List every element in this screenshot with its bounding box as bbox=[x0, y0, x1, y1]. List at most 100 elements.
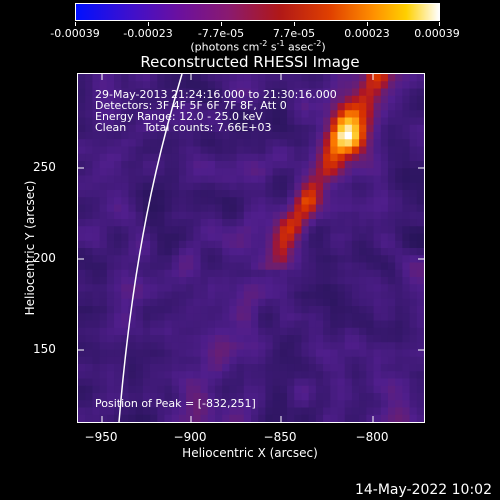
heatmap-pixel bbox=[337, 342, 346, 351]
heatmap-pixel bbox=[344, 103, 353, 111]
heatmap-pixel bbox=[344, 153, 353, 162]
heatmap-pixel bbox=[128, 95, 137, 104]
heatmap-pixel bbox=[186, 88, 194, 97]
heatmap-pixel bbox=[92, 262, 101, 271]
heatmap-pixel bbox=[150, 168, 158, 177]
colorbar-tick bbox=[75, 22, 76, 26]
heatmap-pixel bbox=[344, 342, 353, 351]
heatmap-pixel bbox=[222, 95, 230, 104]
heatmap-pixel bbox=[157, 139, 166, 148]
heatmap-pixel bbox=[142, 110, 151, 119]
heatmap-pixel bbox=[78, 168, 86, 177]
heatmap-pixel bbox=[272, 342, 281, 351]
heatmap-pixel bbox=[279, 132, 288, 140]
heatmap-pixel bbox=[395, 139, 403, 148]
heatmap-pixel bbox=[323, 407, 331, 416]
heatmap-pixel bbox=[409, 132, 418, 140]
heatmap-pixel bbox=[207, 161, 216, 169]
heatmap-pixel bbox=[366, 139, 375, 148]
heatmap-pixel bbox=[186, 364, 194, 372]
heatmap-pixel bbox=[330, 139, 339, 148]
heatmap-pixel bbox=[178, 240, 187, 249]
heatmap-pixel bbox=[330, 349, 339, 358]
heatmap-pixel bbox=[214, 313, 223, 322]
heatmap-pixel bbox=[222, 269, 230, 278]
heatmap-pixel bbox=[294, 110, 303, 119]
heatmap-pixel bbox=[128, 255, 137, 264]
heatmap-pixel bbox=[99, 327, 108, 336]
heatmap-pixel bbox=[229, 385, 238, 394]
heatmap-pixel bbox=[99, 197, 108, 206]
heatmap-pixel bbox=[315, 110, 324, 119]
heatmap-pixel bbox=[78, 400, 86, 409]
heatmap-pixel bbox=[207, 298, 216, 307]
heatmap-pixel bbox=[157, 233, 166, 242]
colorbar-tick-label: 0.00039 bbox=[414, 27, 460, 40]
heatmap-pixel bbox=[344, 211, 353, 220]
heatmap-pixel bbox=[99, 364, 108, 372]
heatmap-pixel bbox=[171, 110, 180, 119]
heatmap-pixel bbox=[387, 284, 396, 293]
heatmap-pixel bbox=[366, 378, 375, 387]
heatmap-pixel bbox=[171, 277, 180, 285]
heatmap-pixel bbox=[258, 269, 267, 278]
heatmap-pixel bbox=[359, 74, 367, 82]
heatmap-pixel bbox=[380, 226, 389, 235]
heatmap-pixel bbox=[121, 306, 130, 314]
heatmap-pixel bbox=[222, 313, 230, 322]
heatmap-pixel bbox=[279, 400, 288, 409]
heatmap-pixel bbox=[258, 74, 267, 82]
heatmap-pixel bbox=[106, 117, 115, 126]
heatmap-pixel bbox=[121, 175, 130, 184]
heatmap-pixel bbox=[164, 277, 173, 285]
heatmap-pixel bbox=[323, 204, 331, 213]
heatmap-pixel bbox=[308, 81, 317, 90]
heatmap-pixel bbox=[236, 393, 245, 401]
heatmap-pixel bbox=[128, 197, 137, 206]
heatmap-pixel bbox=[135, 378, 144, 387]
heatmap-pixel bbox=[85, 197, 94, 206]
heatmap-pixel bbox=[106, 132, 115, 140]
heatmap-pixel bbox=[265, 371, 274, 380]
heatmap-pixel bbox=[308, 219, 317, 227]
heatmap-pixel bbox=[344, 385, 353, 394]
heatmap-pixel bbox=[222, 204, 230, 213]
heatmap-pixel bbox=[287, 168, 295, 177]
heatmap-pixel bbox=[409, 371, 418, 380]
heatmap-pixel bbox=[200, 269, 209, 278]
heatmap-pixel bbox=[294, 407, 303, 416]
heatmap-pixel bbox=[142, 335, 151, 343]
heatmap-pixel bbox=[330, 291, 339, 300]
heatmap-pixel bbox=[315, 393, 324, 401]
heatmap-pixel bbox=[251, 269, 259, 278]
heatmap-pixel bbox=[106, 110, 115, 119]
heatmap-pixel bbox=[135, 284, 144, 293]
heatmap-pixel bbox=[359, 255, 367, 264]
heatmap-pixel bbox=[330, 407, 339, 416]
heatmap-pixel bbox=[359, 233, 367, 242]
heatmap-pixel bbox=[207, 175, 216, 184]
heatmap-pixel bbox=[279, 393, 288, 401]
heatmap-pixel bbox=[366, 356, 375, 365]
heatmap-pixel bbox=[344, 262, 353, 271]
heatmap-pixel bbox=[135, 95, 144, 104]
heatmap-pixel bbox=[164, 349, 173, 358]
heatmap-pixel bbox=[128, 161, 137, 169]
heatmap-pixel bbox=[330, 74, 339, 82]
heatmap-pixel bbox=[287, 407, 295, 416]
heatmap-pixel bbox=[142, 393, 151, 401]
heatmap-pixel bbox=[106, 335, 115, 343]
heatmap-pixel bbox=[128, 88, 137, 97]
heatmap-pixel bbox=[395, 103, 403, 111]
heatmap-pixel bbox=[265, 240, 274, 249]
heatmap-pixel bbox=[409, 139, 418, 148]
heatmap-pixel bbox=[258, 168, 267, 177]
heatmap-pixel bbox=[178, 262, 187, 271]
heatmap-pixel bbox=[366, 146, 375, 155]
heatmap-pixel bbox=[229, 240, 238, 249]
heatmap-pixel bbox=[387, 349, 396, 358]
heatmap-pixel bbox=[251, 110, 259, 119]
heatmap-pixel bbox=[315, 407, 324, 416]
heatmap-pixel bbox=[114, 364, 122, 372]
heatmap-pixel bbox=[114, 248, 122, 256]
